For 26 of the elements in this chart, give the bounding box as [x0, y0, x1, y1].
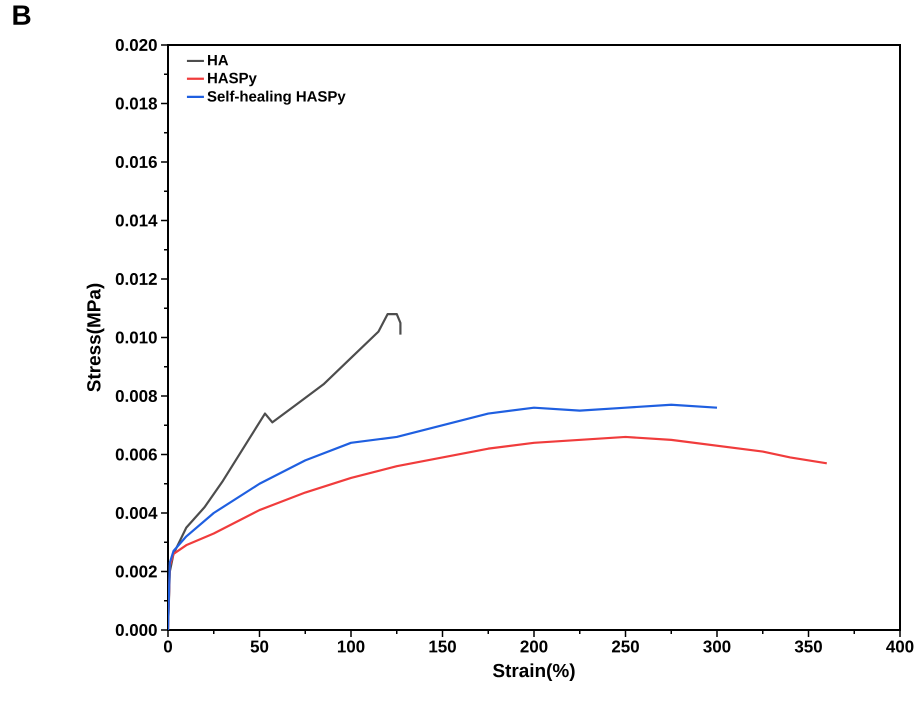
x-tick-label: 200 — [520, 640, 548, 652]
legend-label: HASPy — [208, 72, 257, 86]
legend-label: Self-healing HASPy — [207, 90, 346, 105]
x-tick-label: 50 — [250, 640, 268, 652]
y-tick-label: 0.002 — [116, 566, 157, 578]
y-tick-label: 0.006 — [116, 448, 157, 460]
text: B — [13, 6, 30, 25]
y-tick-label: 0.014 — [116, 214, 158, 226]
y-tick-label: 0.018 — [116, 97, 157, 110]
x-tick-label: 100 — [338, 640, 364, 652]
y-tick-label: 0.008 — [116, 390, 157, 402]
x-tick-label: 300 — [703, 640, 730, 653]
x-axis-title: Strain(%) — [493, 663, 575, 681]
x-tick-label: 350 — [794, 640, 822, 653]
x-tick-label: 400 — [886, 640, 914, 652]
y-tick-label: 0.020 — [116, 38, 157, 51]
y-tick-label: 0.010 — [116, 332, 157, 344]
x-tick-label: 150 — [429, 640, 456, 652]
y-tick-label: 0.012 — [116, 273, 157, 285]
x-tick-label: 250 — [612, 640, 639, 652]
y-tick-label: 0.000 — [116, 624, 157, 636]
y-tick-label: 0.004 — [116, 507, 158, 519]
x-tick-label: 0 — [164, 640, 172, 652]
y-tick-label: 0.016 — [116, 156, 157, 168]
y-axis-title: Stress(MPa) — [86, 284, 104, 392]
legend-label: HA — [208, 55, 228, 66]
